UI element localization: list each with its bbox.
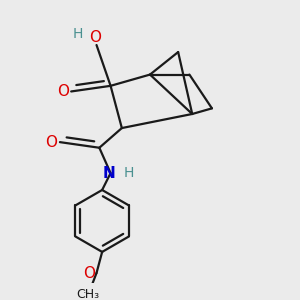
Text: H: H [73,27,83,41]
Text: O: O [83,266,95,280]
Text: O: O [57,84,69,99]
Text: H: H [124,166,134,180]
Text: CH₃: CH₃ [76,288,100,300]
Text: methoxy: methoxy [84,292,90,293]
Text: O: O [89,31,101,46]
Text: O: O [46,135,58,150]
Text: N: N [103,166,116,181]
